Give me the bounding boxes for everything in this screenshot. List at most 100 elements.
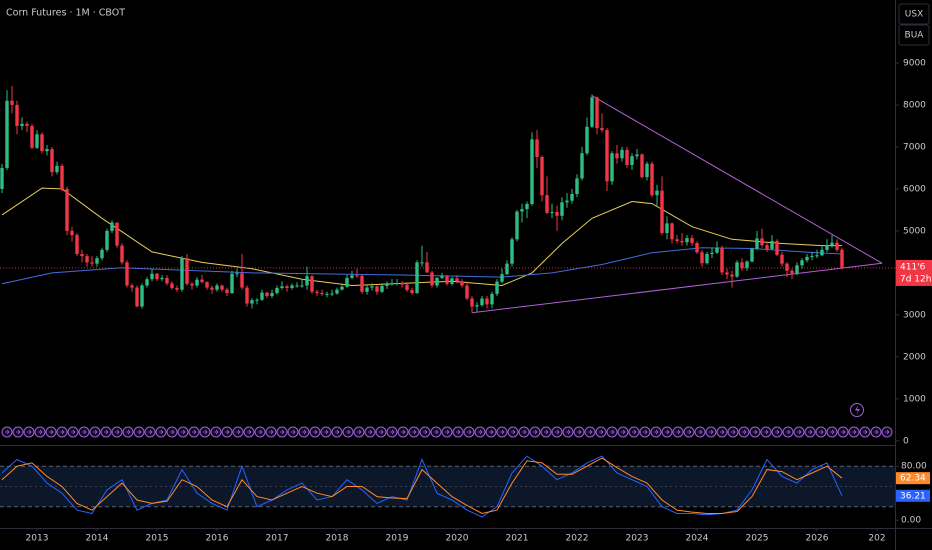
x-tick-label: 2025 xyxy=(746,534,769,544)
candle-body xyxy=(375,286,379,292)
currency-button[interactable] xyxy=(898,3,930,25)
candle-body xyxy=(135,287,139,307)
candle-body xyxy=(355,275,359,277)
candle-body xyxy=(235,273,239,275)
candle-body xyxy=(505,263,509,275)
candle-body xyxy=(35,134,39,148)
candle-body xyxy=(425,262,429,273)
candle-body xyxy=(435,277,439,286)
candle-body xyxy=(310,276,314,292)
x-tick-label: 2020 xyxy=(446,534,469,544)
candle-body xyxy=(840,249,844,268)
candle-body xyxy=(690,238,694,244)
x-tick-label: 2017 xyxy=(266,534,289,544)
candle-body xyxy=(575,178,579,194)
candle-body xyxy=(255,299,259,301)
candle-body xyxy=(150,273,154,280)
candle-body xyxy=(210,287,214,290)
unit-button-label[interactable]: BUA xyxy=(905,31,925,41)
event-glyph xyxy=(610,429,615,435)
last-price-tag xyxy=(896,259,932,286)
event-glyph xyxy=(500,429,505,435)
candle-body xyxy=(800,260,804,266)
event-glyph xyxy=(786,429,791,435)
event-glyph xyxy=(698,429,703,435)
event-glyph xyxy=(390,429,395,435)
event-glyph xyxy=(533,429,538,435)
candle-body xyxy=(295,285,299,287)
event-glyph xyxy=(247,429,252,435)
candle-body xyxy=(250,300,254,304)
event-glyph xyxy=(313,429,318,435)
event-glyph xyxy=(137,429,142,435)
candle-body xyxy=(105,230,109,250)
candle-body xyxy=(825,245,829,250)
candle-body xyxy=(510,239,514,264)
candle-body xyxy=(600,128,604,131)
candle-body xyxy=(620,149,624,159)
candle-body xyxy=(335,289,339,294)
y-tick-label: 9000 xyxy=(903,58,926,68)
event-glyph xyxy=(566,429,571,435)
candle-body xyxy=(685,238,689,243)
candle-body xyxy=(450,278,454,284)
candle-body xyxy=(75,235,79,254)
lightning-glyph xyxy=(855,405,860,415)
candle-body xyxy=(320,293,324,295)
candle-body xyxy=(55,165,59,173)
unit-button[interactable] xyxy=(898,24,930,46)
candle-body xyxy=(535,139,539,158)
currency-button-label[interactable]: USX xyxy=(905,10,923,20)
event-glyph xyxy=(16,429,21,435)
event-glyph xyxy=(852,429,857,435)
candle-body xyxy=(195,279,199,286)
candle-body xyxy=(315,291,319,294)
candle-body xyxy=(95,258,99,264)
candle-body xyxy=(415,262,419,294)
event-glyph xyxy=(456,429,461,435)
event-glyph xyxy=(676,429,681,435)
event-glyph xyxy=(170,429,175,435)
x-tick-label: 2018 xyxy=(326,534,349,544)
candle-body xyxy=(0,167,4,189)
event-glyph xyxy=(335,429,340,435)
event-glyph xyxy=(379,429,384,435)
candle-body xyxy=(265,292,269,296)
event-glyph xyxy=(632,429,637,435)
candle-body xyxy=(455,278,459,282)
candle-body xyxy=(410,290,414,294)
event-glyph xyxy=(203,429,208,435)
candle-body xyxy=(785,263,789,271)
candle-body xyxy=(740,262,744,269)
candle-body xyxy=(745,261,749,269)
event-glyph xyxy=(588,429,593,435)
candle-body xyxy=(545,195,549,213)
event-glyph xyxy=(159,429,164,435)
candle-body xyxy=(305,276,309,286)
candle-body xyxy=(495,281,499,294)
candle-body xyxy=(605,130,609,182)
event-glyph xyxy=(808,429,813,435)
event-glyph xyxy=(93,429,98,435)
candle-body xyxy=(220,285,224,290)
trendline xyxy=(591,95,883,264)
candle-body xyxy=(340,286,344,290)
event-glyph xyxy=(181,429,186,435)
value-tag xyxy=(896,489,930,502)
stoch-line xyxy=(1,457,843,515)
stoch-line xyxy=(1,455,843,518)
x-tick-label: 2026 xyxy=(806,534,829,544)
event-glyph xyxy=(269,429,274,435)
candle-body xyxy=(100,249,104,259)
event-glyph xyxy=(291,429,296,435)
event-glyph xyxy=(225,429,230,435)
candle-body xyxy=(795,265,799,274)
event-glyph xyxy=(258,429,263,435)
candle-body xyxy=(830,242,834,246)
candle-body xyxy=(705,253,709,264)
candle-body xyxy=(15,104,19,126)
candle-body xyxy=(695,243,699,253)
y-tick-label: 7000 xyxy=(903,142,926,152)
candle-body xyxy=(765,245,769,249)
event-glyph xyxy=(599,429,604,435)
